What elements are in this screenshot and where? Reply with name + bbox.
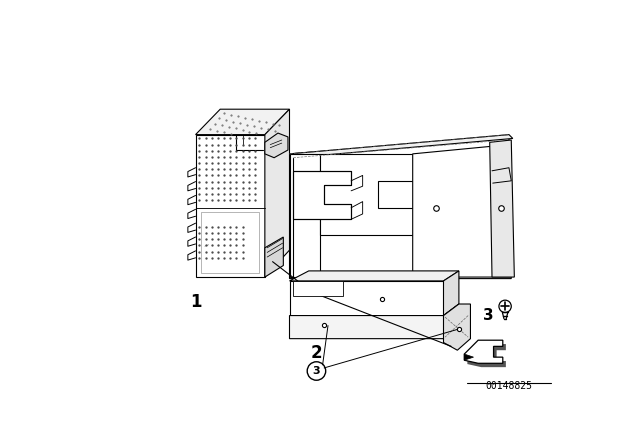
Text: 00148825: 00148825 xyxy=(486,381,532,392)
Text: 2: 2 xyxy=(310,344,323,362)
Polygon shape xyxy=(289,137,511,279)
Polygon shape xyxy=(201,211,259,273)
Polygon shape xyxy=(289,154,320,277)
Polygon shape xyxy=(444,271,459,315)
Polygon shape xyxy=(289,304,459,339)
Polygon shape xyxy=(320,154,413,235)
Polygon shape xyxy=(289,134,513,158)
Polygon shape xyxy=(196,109,289,134)
Polygon shape xyxy=(265,133,288,158)
Polygon shape xyxy=(293,171,351,220)
Polygon shape xyxy=(467,344,506,367)
Text: 1: 1 xyxy=(190,293,202,311)
Polygon shape xyxy=(293,281,344,296)
Text: 3: 3 xyxy=(312,366,320,376)
Polygon shape xyxy=(413,145,511,277)
Text: 3: 3 xyxy=(483,308,493,323)
Polygon shape xyxy=(196,134,265,277)
Polygon shape xyxy=(490,140,515,277)
Polygon shape xyxy=(289,281,444,315)
Polygon shape xyxy=(444,304,470,350)
Polygon shape xyxy=(265,109,289,277)
Polygon shape xyxy=(265,237,284,277)
Polygon shape xyxy=(464,354,474,360)
Polygon shape xyxy=(464,340,503,363)
Polygon shape xyxy=(289,271,459,281)
